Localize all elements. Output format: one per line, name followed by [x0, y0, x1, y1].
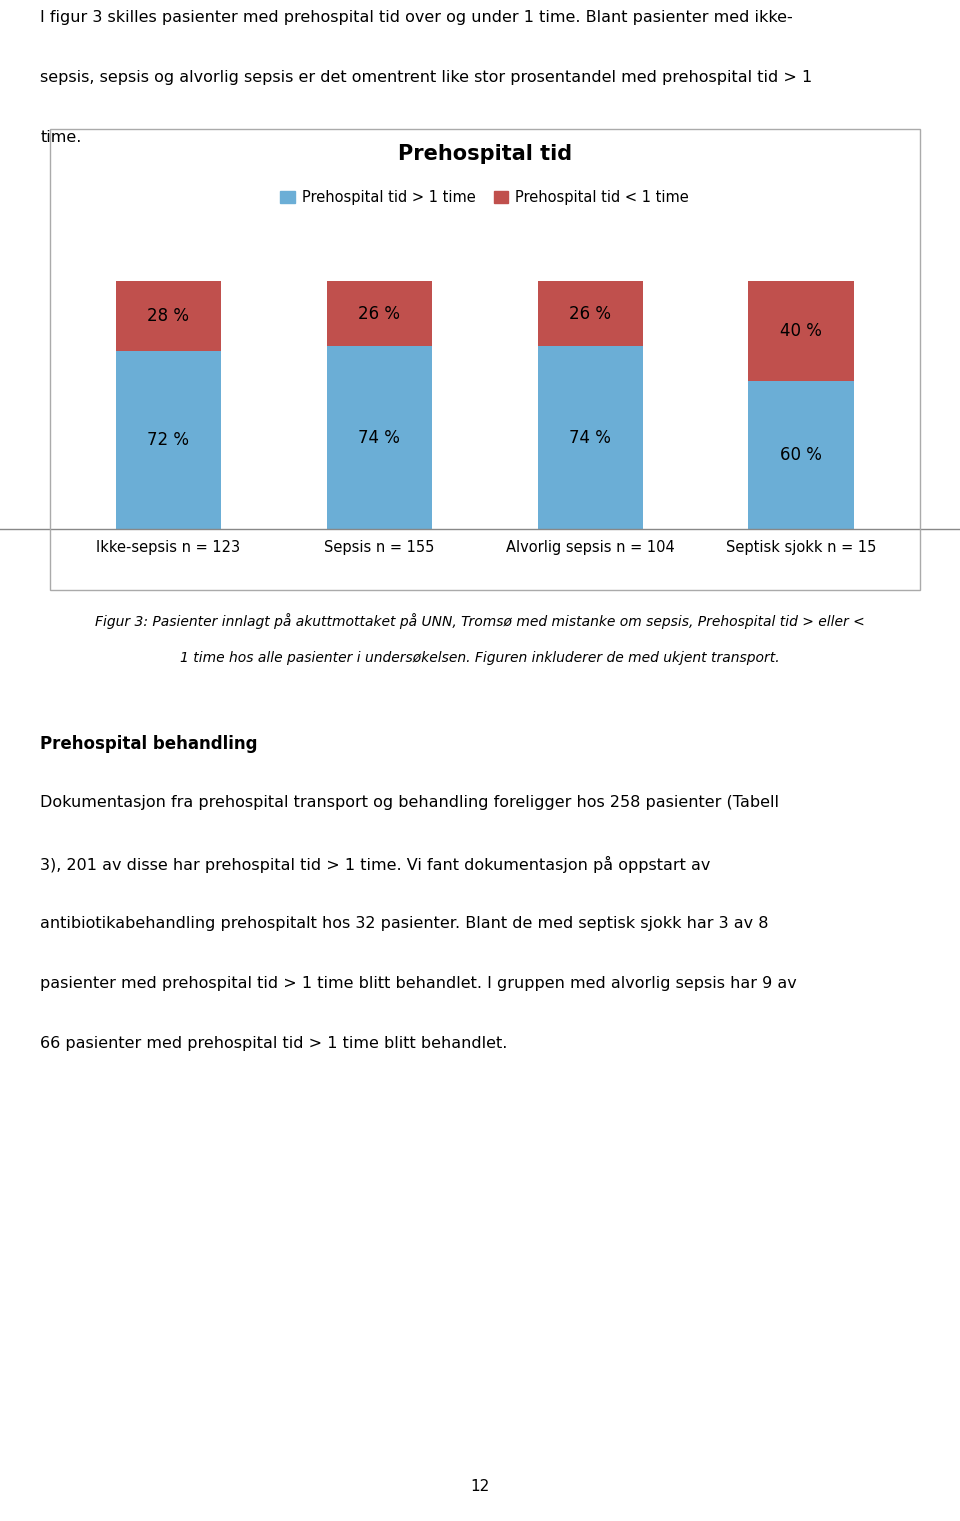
Text: 1 time hos alle pasienter i undersøkelsen. Figuren inkluderer de med ukjent tran: 1 time hos alle pasienter i undersøkelse…	[180, 651, 780, 665]
Legend: Prehospital tid > 1 time, Prehospital tid < 1 time: Prehospital tid > 1 time, Prehospital ti…	[275, 184, 695, 211]
Text: 72 %: 72 %	[148, 430, 189, 449]
Text: time.: time.	[40, 131, 82, 146]
Text: 28 %: 28 %	[148, 307, 189, 325]
Text: pasienter med prehospital tid > 1 time blitt behandlet. I gruppen med alvorlig s: pasienter med prehospital tid > 1 time b…	[40, 976, 797, 992]
Text: Dokumentasjon fra prehospital transport og behandling foreligger hos 258 pasient: Dokumentasjon fra prehospital transport …	[40, 795, 780, 811]
Bar	[749, 281, 854, 380]
Text: Prehospital behandling: Prehospital behandling	[40, 735, 258, 753]
Bar	[538, 281, 643, 345]
Text: 74 %: 74 %	[358, 429, 400, 447]
Bar	[115, 351, 221, 529]
Text: Prehospital tid: Prehospital tid	[397, 144, 572, 164]
Text: 12: 12	[470, 1478, 490, 1494]
Text: 40 %: 40 %	[780, 322, 822, 341]
Bar	[538, 345, 643, 529]
Text: Figur 3: Pasienter innlagt på akuttmottaket på UNN, Tromsø med mistanke om sepsi: Figur 3: Pasienter innlagt på akuttmotta…	[95, 613, 865, 628]
Bar	[326, 281, 432, 345]
Text: 26 %: 26 %	[569, 304, 612, 322]
Bar	[749, 380, 854, 529]
Text: 66 pasienter med prehospital tid > 1 time blitt behandlet.: 66 pasienter med prehospital tid > 1 tim…	[40, 1036, 508, 1051]
Text: I figur 3 skilles pasienter med prehospital tid over og under 1 time. Blant pasi: I figur 3 skilles pasienter med prehospi…	[40, 11, 793, 24]
Text: 60 %: 60 %	[780, 446, 822, 464]
Text: 26 %: 26 %	[358, 304, 400, 322]
Text: sepsis, sepsis og alvorlig sepsis er det omentrent like stor prosentandel med pr: sepsis, sepsis og alvorlig sepsis er det…	[40, 70, 812, 85]
Text: antibiotikabehandling prehospitalt hos 32 pasienter. Blant de med septisk sjokk : antibiotikabehandling prehospitalt hos 3…	[40, 916, 769, 931]
Bar	[326, 345, 432, 529]
Bar	[115, 281, 221, 351]
Text: 3), 201 av disse har prehospital tid > 1 time. Vi fant dokumentasjon på oppstart: 3), 201 av disse har prehospital tid > 1…	[40, 856, 710, 873]
Text: 74 %: 74 %	[569, 429, 612, 447]
